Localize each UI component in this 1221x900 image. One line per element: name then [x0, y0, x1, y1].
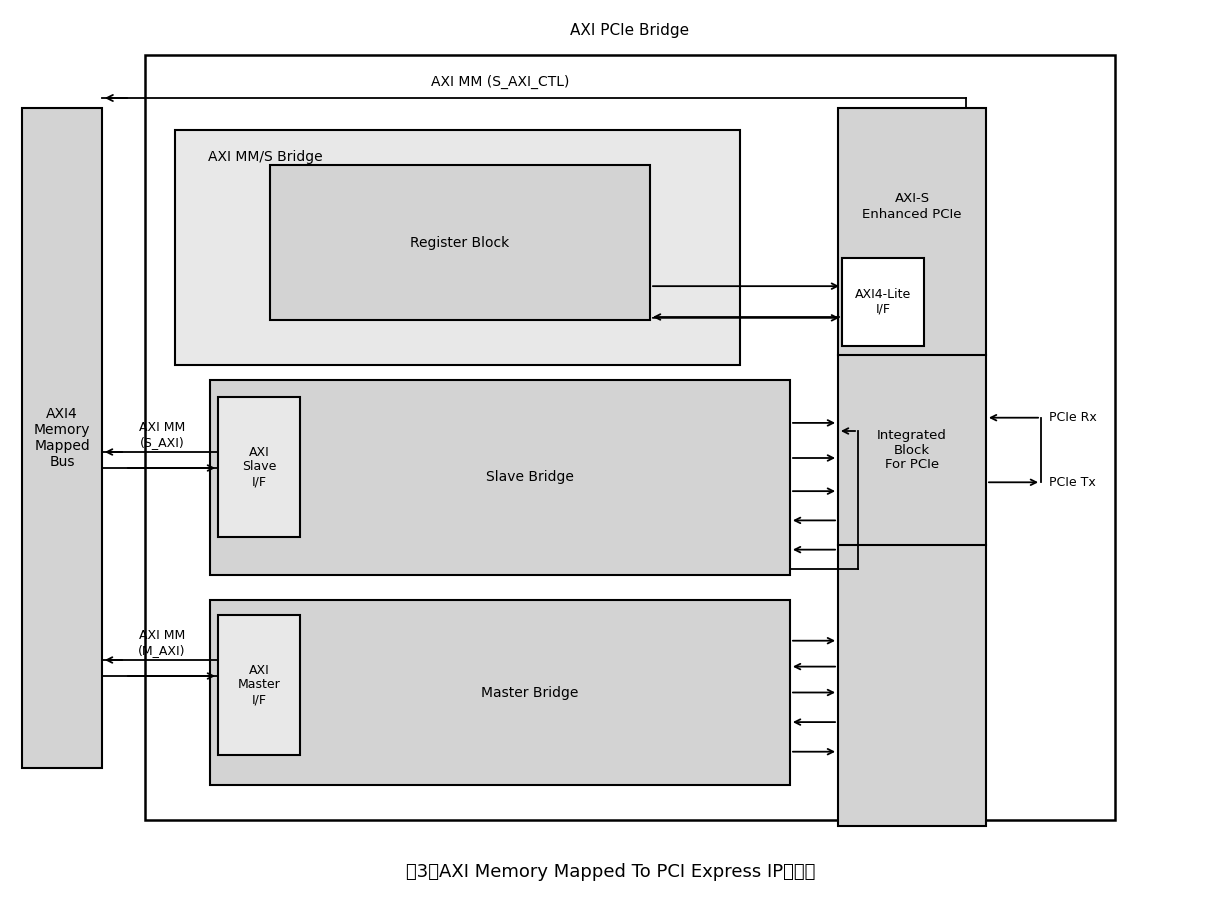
- Bar: [842, 258, 924, 346]
- Text: AXI MM (S_AXI_CTL): AXI MM (S_AXI_CTL): [431, 75, 569, 89]
- Text: AXI MM
(S_AXI): AXI MM (S_AXI): [139, 421, 186, 449]
- Text: AXI MM
(M_AXI): AXI MM (M_AXI): [138, 629, 186, 657]
- Text: AXI
Slave
I/F: AXI Slave I/F: [242, 446, 276, 489]
- Bar: [219, 397, 300, 537]
- Text: PCIe Tx: PCIe Tx: [1049, 476, 1095, 489]
- Text: 图3：AXI Memory Mapped To PCI Express IP核框图: 图3：AXI Memory Mapped To PCI Express IP核框…: [405, 863, 816, 881]
- Bar: [145, 55, 1115, 820]
- Bar: [175, 130, 740, 365]
- Text: Master Bridge: Master Bridge: [481, 686, 579, 699]
- Text: AXI-S
Enhanced PCIe: AXI-S Enhanced PCIe: [862, 193, 962, 220]
- Bar: [270, 165, 650, 320]
- Text: AXI PCIe Bridge: AXI PCIe Bridge: [570, 22, 690, 38]
- Text: Register Block: Register Block: [410, 236, 509, 249]
- Bar: [22, 108, 103, 768]
- Text: AXI4
Memory
Mapped
Bus: AXI4 Memory Mapped Bus: [34, 407, 90, 469]
- Text: PCIe Rx: PCIe Rx: [1049, 411, 1096, 424]
- Text: Integrated
Block
For PCIe: Integrated Block For PCIe: [877, 428, 947, 472]
- Bar: [210, 380, 790, 575]
- Bar: [210, 600, 790, 785]
- Text: AXI4-Lite
I/F: AXI4-Lite I/F: [855, 288, 911, 316]
- Text: AXI MM/S Bridge: AXI MM/S Bridge: [208, 150, 322, 164]
- Bar: [838, 108, 987, 826]
- Bar: [219, 615, 300, 755]
- Text: Slave Bridge: Slave Bridge: [486, 471, 574, 484]
- Text: AXI
Master
I/F: AXI Master I/F: [238, 663, 281, 706]
